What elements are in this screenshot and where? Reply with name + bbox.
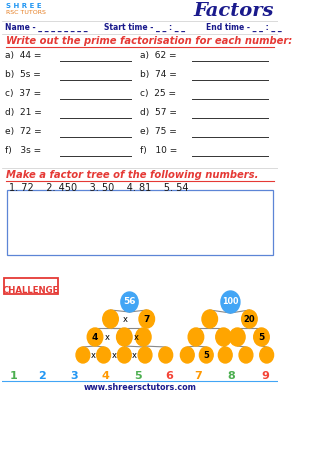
Circle shape [87,328,103,346]
Text: Make a factor tree of the following numbers.: Make a factor tree of the following numb… [6,170,259,180]
Text: x: x [105,332,109,342]
Text: 4: 4 [92,332,98,342]
Text: Factors: Factors [193,2,274,20]
Text: 9: 9 [262,371,270,381]
Text: f)   3s =: f) 3s = [5,146,44,155]
Text: a)  62 =: a) 62 = [140,51,179,60]
Text: RSC TUTORS: RSC TUTORS [6,10,46,15]
Text: Write out the prime factorisation for each number:: Write out the prime factorisation for ea… [6,36,292,46]
Text: 2: 2 [38,371,45,381]
Text: c)  37 =: c) 37 = [5,89,44,98]
Circle shape [103,310,118,328]
Circle shape [188,328,204,346]
Text: End time - _ _ : _ _: End time - _ _ : _ _ [206,23,282,32]
Text: 1. 72    2. 450    3. 50    4. 81    5. 54: 1. 72 2. 450 3. 50 4. 81 5. 54 [9,183,188,193]
Circle shape [229,328,245,346]
Circle shape [159,347,172,363]
Text: S H R E E: S H R E E [6,3,42,9]
Circle shape [136,328,151,346]
Circle shape [116,328,132,346]
Circle shape [199,347,213,363]
Text: x: x [134,332,139,342]
Text: 3: 3 [70,371,78,381]
Text: 56: 56 [123,298,136,307]
Text: 7: 7 [195,371,202,381]
Text: 5: 5 [203,350,209,359]
Text: c)  25 =: c) 25 = [140,89,179,98]
Text: 7: 7 [144,314,150,324]
FancyBboxPatch shape [4,278,58,294]
Text: 1: 1 [10,371,18,381]
Text: x: x [123,314,128,324]
Circle shape [242,310,257,328]
Text: CHALLENGE: CHALLENGE [3,286,59,295]
Text: x: x [111,350,116,359]
Circle shape [121,292,138,312]
Text: 20: 20 [244,314,255,324]
Text: Start time - _ _ : _ _: Start time - _ _ : _ _ [104,23,185,32]
Text: b)  5s =: b) 5s = [5,70,44,79]
Circle shape [202,310,218,328]
Circle shape [139,310,155,328]
Text: 5: 5 [258,332,265,342]
Circle shape [76,347,90,363]
Text: x: x [91,350,96,359]
Text: Name - _ _ _ _ _ _ _ _: Name - _ _ _ _ _ _ _ _ [5,23,88,32]
Text: d)  57 =: d) 57 = [140,108,180,117]
Text: 8: 8 [228,371,235,381]
Text: d)  21 =: d) 21 = [5,108,45,117]
Text: f)   10 =: f) 10 = [140,146,180,155]
Circle shape [254,328,269,346]
Circle shape [180,347,194,363]
Text: e)  75 =: e) 75 = [140,127,180,136]
Circle shape [260,347,274,363]
Circle shape [97,347,110,363]
Text: e)  72 =: e) 72 = [5,127,45,136]
Text: b)  74 =: b) 74 = [140,70,180,79]
Text: 6: 6 [165,371,173,381]
Circle shape [138,347,152,363]
Text: 5: 5 [134,371,142,381]
Circle shape [221,291,240,313]
Text: 100: 100 [222,298,239,307]
Text: 4: 4 [101,371,109,381]
Circle shape [218,347,232,363]
Circle shape [216,328,231,346]
FancyBboxPatch shape [7,190,273,255]
Text: x: x [132,350,137,359]
Text: a)  44 =: a) 44 = [5,51,44,60]
Circle shape [117,347,131,363]
Circle shape [239,347,253,363]
Text: www.shreersctutors.com: www.shreersctutors.com [84,383,196,392]
